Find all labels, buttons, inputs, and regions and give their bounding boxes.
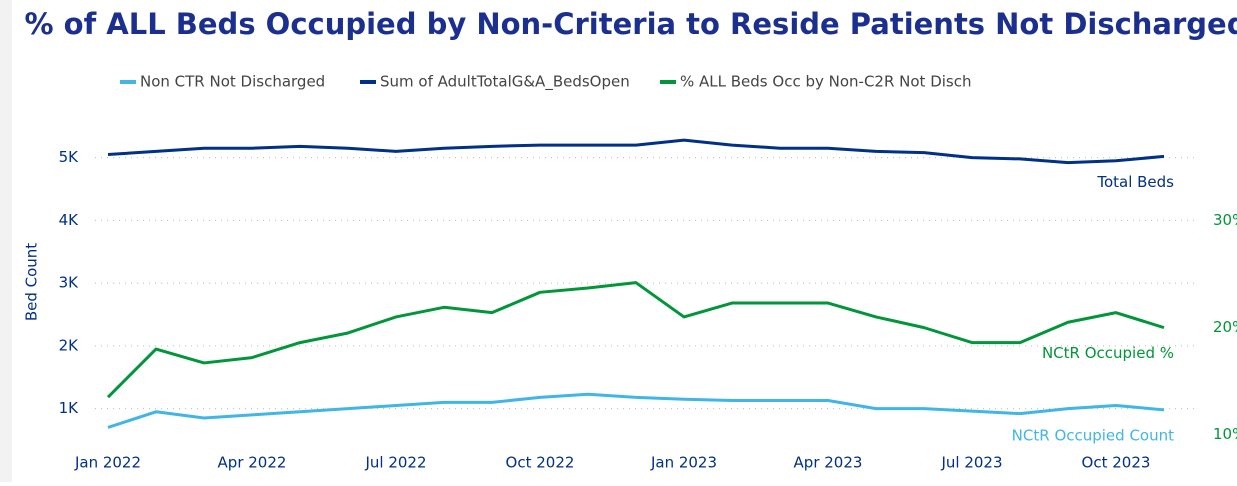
x-tick-label: Apr 2022	[218, 454, 287, 472]
annotation: NCtR Occupied %	[1042, 344, 1174, 362]
x-tick-label: Oct 2023	[1082, 454, 1151, 472]
side-strip	[0, 0, 12, 482]
y2-tick-label: 20%	[1213, 318, 1237, 336]
series-line	[106, 281, 1165, 399]
y2-tick-label: 30%	[1213, 211, 1237, 229]
x-tick-label: Jan 2023	[650, 454, 717, 472]
x-tick-label: Jul 2023	[940, 454, 1002, 472]
legend-label: Sum of AdultTotalG&A_BedsOpen	[380, 73, 630, 92]
annotation: Total Beds	[1096, 173, 1174, 191]
x-tick-label: Oct 2022	[506, 454, 575, 472]
y-tick-label: 5K	[59, 148, 80, 166]
series-line	[107, 392, 1165, 429]
legend-label: Non CTR Not Discharged	[140, 73, 325, 91]
series-line	[107, 138, 1165, 165]
y-tick-label: 1K	[59, 399, 80, 417]
x-tick-label: Jan 2022	[74, 454, 141, 472]
y2-tick-label: 10%	[1213, 425, 1237, 443]
x-tick-label: Apr 2023	[794, 454, 863, 472]
annotation: NCtR Occupied Count	[1012, 426, 1174, 444]
y-tick-label: 3K	[59, 274, 80, 292]
y-tick-label: 2K	[59, 336, 80, 354]
y-tick-label: 4K	[59, 211, 80, 229]
x-tick-label: Jul 2022	[364, 454, 426, 472]
chart-title: % of ALL Beds Occupied by Non-Criteria t…	[25, 7, 1237, 41]
legend-label: % ALL Beds Occ by Non-C2R Not Disch	[680, 73, 971, 91]
y-axis-label: Bed Count	[23, 243, 41, 321]
